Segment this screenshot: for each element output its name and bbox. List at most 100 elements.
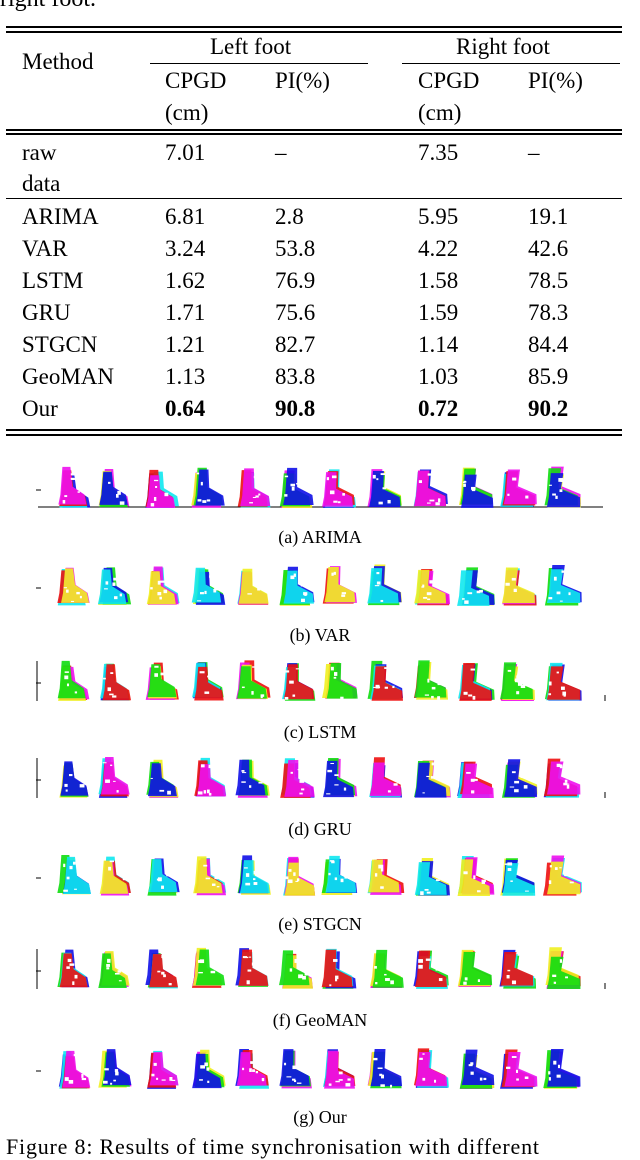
foot-strip-var — [36, 564, 582, 606]
row-left-cpgd: 1.71 — [165, 300, 206, 325]
foot-sample-icon — [457, 761, 494, 798]
foot-sample-icon — [370, 949, 404, 988]
row-right-pi: 19.1 — [528, 204, 569, 229]
left-pi-header: PI(%) — [275, 68, 330, 93]
foot-sample-icon — [322, 469, 357, 508]
table-bottom-rule — [6, 434, 622, 436]
row-left-pi: 75.6 — [275, 300, 316, 325]
method-header: Method — [22, 49, 94, 74]
foot-sample-icon — [414, 569, 451, 606]
foot-sample-icon — [283, 856, 316, 896]
raw-right-cpgd: 7.35 — [418, 140, 459, 165]
foot-sample-icon — [279, 566, 315, 606]
table-row: GeoMAN 1.13 83.8 1.03 85.9 — [0, 365, 640, 395]
foot-sample-icon — [145, 662, 179, 700]
row-right-pi: 78.3 — [528, 300, 569, 325]
row-left-cpgd: 1.62 — [165, 268, 206, 293]
foot-sample-icon — [459, 1049, 495, 1089]
table-top-rule — [6, 31, 622, 33]
foot-sample-icon — [323, 757, 358, 798]
row-left-pi: 2.8 — [275, 204, 304, 229]
row-method: ARIMA — [22, 204, 99, 229]
raw-method-line2: data — [22, 171, 61, 196]
row-right-pi: 42.6 — [528, 236, 569, 261]
foot-sample-icon — [192, 1049, 226, 1089]
foot-sample-icon — [499, 949, 537, 989]
row-left-cpgd: 1.13 — [165, 364, 206, 389]
foot-sample-icon — [544, 565, 582, 606]
left-foot-header: Left foot — [210, 34, 292, 59]
row-left-cpgd: 6.81 — [165, 204, 206, 229]
table-row: LSTM 1.62 76.9 1.58 78.5 — [0, 269, 640, 299]
row-right-cpgd: 1.58 — [418, 268, 459, 293]
foot-sample-icon — [543, 855, 582, 896]
raw-method-line1: raw — [22, 140, 57, 165]
row-right-cpgd: 1.14 — [418, 332, 459, 357]
foot-strip-lstm — [36, 660, 606, 701]
table-row: STGCN 1.21 82.7 1.14 84.4 — [0, 333, 640, 363]
row-right-cpgd-best: 0.72 — [418, 396, 459, 421]
foot-sample-icon — [57, 949, 90, 988]
raw-right-pi: – — [528, 140, 540, 165]
foot-sample-icon — [235, 1048, 270, 1089]
subfigure-caption-our: (g) Our — [293, 1107, 347, 1127]
raw-data-rule — [6, 198, 622, 200]
foot-sample-icon — [369, 757, 403, 798]
foot-sample-icon — [414, 760, 451, 798]
foot-sample-icon — [413, 950, 449, 989]
foot-sample-icon — [57, 855, 91, 895]
row-left-pi-best: 90.8 — [275, 396, 316, 421]
header-rule — [6, 129, 622, 131]
foot-sample-icon — [98, 1049, 132, 1088]
subfigure-caption-arima: (a) ARIMA — [278, 527, 362, 547]
foot-sample-icon — [235, 948, 269, 987]
row-right-cpgd: 5.95 — [418, 204, 459, 229]
foot-sample-icon — [194, 757, 227, 797]
right-foot-header: Right foot — [456, 34, 550, 59]
foot-sample-icon — [413, 660, 449, 700]
foot-sample-icon — [191, 567, 226, 605]
figure-caption: Figure 8: Results of time synchronisatio… — [6, 1134, 540, 1159]
foot-sample-icon — [58, 466, 91, 508]
subfigure-caption-gru: (d) GRU — [288, 819, 352, 839]
row-right-cpgd: 1.03 — [418, 364, 459, 389]
row-method: VAR — [22, 236, 68, 261]
foot-sample-icon — [97, 567, 132, 605]
row-left-cpgd-best: 0.64 — [165, 396, 206, 421]
foot-sample-icon — [458, 663, 495, 701]
foot-sample-icon — [367, 564, 402, 606]
foot-sample-icon — [543, 758, 581, 798]
foot-sample-icon — [282, 663, 316, 701]
foot-sample-icon — [367, 1049, 403, 1089]
row-left-cpgd: 3.24 — [165, 236, 206, 261]
table-caption-fragment: right foot. — [0, 0, 96, 13]
foot-sample-icon — [280, 758, 315, 798]
row-right-cpgd: 4.22 — [418, 236, 459, 261]
foot-sample-icon — [501, 567, 537, 606]
foot-sample-icon — [322, 662, 358, 700]
foot-sample-icon — [191, 467, 225, 508]
foot-sample-icon — [279, 467, 314, 508]
foot-strip-geoman — [36, 947, 606, 989]
foot-sample-icon — [500, 1049, 538, 1089]
foot-sample-icon — [367, 859, 405, 895]
row-left-pi: 82.7 — [275, 332, 316, 357]
foot-sample-icon — [321, 948, 357, 989]
foot-strip-our — [36, 1048, 581, 1089]
row-right-pi: 84.4 — [528, 332, 569, 357]
foot-sample-icon — [323, 1049, 356, 1089]
foot-sample-icon — [237, 568, 269, 605]
row-method: STGCN — [22, 332, 98, 357]
foot-sample-icon — [458, 467, 494, 508]
foot-sample-icon — [58, 1050, 91, 1089]
right-foot-cmidrule — [402, 63, 620, 65]
row-method: LSTM — [22, 268, 84, 293]
foot-sample-icon — [147, 1050, 179, 1089]
row-left-pi: 83.8 — [275, 364, 316, 389]
row-right-pi: 78.5 — [528, 268, 569, 293]
row-method: Our — [22, 396, 58, 421]
foot-sample-icon — [146, 566, 180, 605]
table-row: GRU 1.71 75.6 1.59 78.3 — [0, 301, 640, 331]
foot-sample-icon — [413, 1048, 449, 1088]
foot-sample-icon — [237, 855, 271, 895]
